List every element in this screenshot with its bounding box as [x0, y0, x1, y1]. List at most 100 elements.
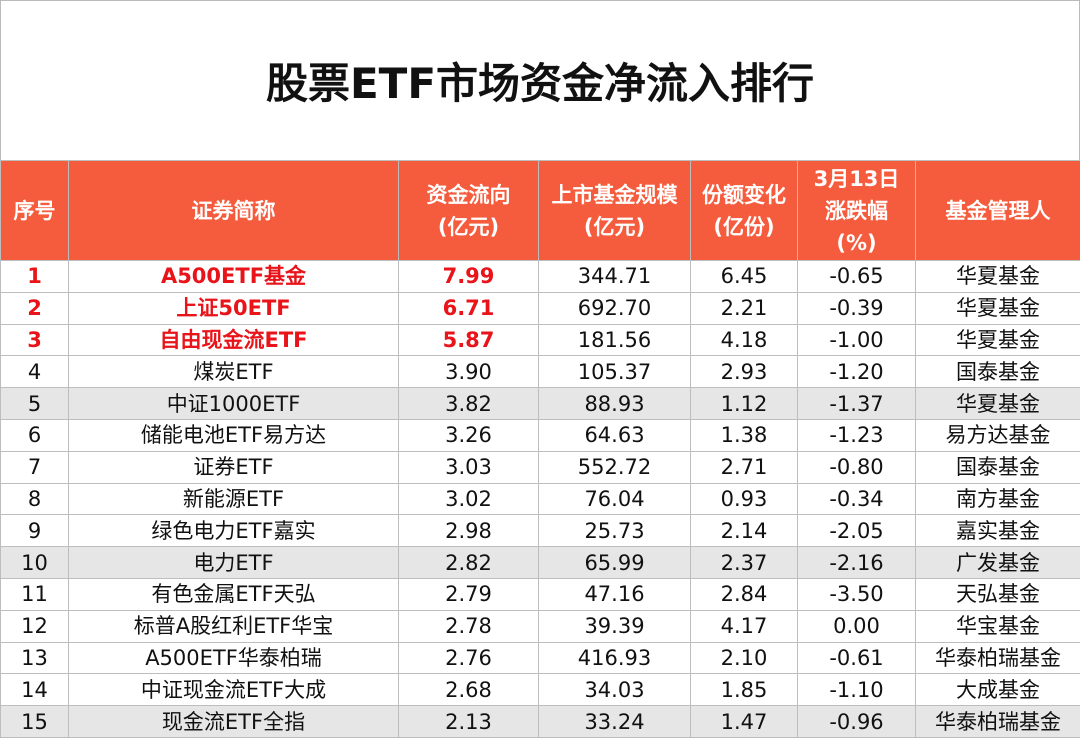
table-cell: 2 [0, 291, 69, 325]
table-cell: 2.84 [690, 577, 798, 611]
table-cell: -0.39 [797, 291, 916, 325]
table-cell: 华宝基金 [915, 609, 1080, 643]
table-cell: 储能电池ETF易方达 [68, 418, 399, 452]
table-cell: 15 [0, 705, 69, 738]
table-cell: 47.16 [538, 577, 691, 611]
table-cell: 天弘基金 [915, 577, 1080, 611]
table-cell: 76.04 [538, 482, 691, 516]
table-cell: 自由现金流ETF [68, 323, 399, 357]
table-cell: 88.93 [538, 387, 691, 420]
table-cell: 11 [0, 577, 69, 611]
table-cell: 3.03 [398, 450, 539, 484]
table-row: 3 自由现金流ETF 5.87 181.56 4.18 -1.00 华夏基金 [0, 323, 1080, 357]
table-cell: 中证1000ETF [68, 387, 399, 420]
table-row: 7 证券ETF 3.03 552.72 2.71 -0.80 国泰基金 [0, 450, 1080, 484]
table-cell: 6.71 [398, 291, 539, 325]
table-cell: 2.78 [398, 609, 539, 643]
table-cell: 7.99 [398, 260, 539, 293]
table-row: 15 现金流ETF全指 2.13 33.24 1.47 -0.96 华泰柏瑞基金 [0, 705, 1080, 738]
header-line: 序号 [13, 198, 56, 223]
table-cell: 0.00 [797, 609, 916, 643]
table-cell: -1.10 [797, 673, 916, 707]
table-row: 12 标普A股红利ETF华宝 2.78 39.39 4.17 0.00 华宝基金 [0, 609, 1080, 643]
table-cell: 华夏基金 [915, 260, 1080, 293]
table-cell: 2.37 [690, 546, 798, 579]
table-cell: 2.21 [690, 291, 798, 325]
table-cell: A500ETF基金 [68, 260, 399, 293]
table-cell: 4 [0, 355, 69, 389]
table-row: 1 A500ETF基金 7.99 344.71 6.45 -0.65 华夏基金 [0, 260, 1080, 293]
table-row: 6 储能电池ETF易方达 3.26 64.63 1.38 -1.23 易方达基金 [0, 418, 1080, 452]
table-cell: 1.12 [690, 387, 798, 420]
table-cell: 2.68 [398, 673, 539, 707]
table-cell: 1.38 [690, 418, 798, 452]
table-cell: 2.79 [398, 577, 539, 611]
header-line: 资金流向 [426, 182, 511, 207]
table-cell: -1.37 [797, 387, 916, 420]
table-cell: -2.16 [797, 546, 916, 579]
table-row: 9 绿色电力ETF嘉实 2.98 25.73 2.14 -2.05 嘉实基金 [0, 514, 1080, 548]
table-cell: 证券ETF [68, 450, 399, 484]
table-cell: 1 [0, 260, 69, 293]
table-cell: 4.17 [690, 609, 798, 643]
header-line: 份额变化 [702, 182, 786, 207]
table-cell: -1.00 [797, 323, 916, 357]
table-cell: 国泰基金 [915, 355, 1080, 389]
table-cell: 33.24 [538, 705, 691, 738]
table-cell: 国泰基金 [915, 450, 1080, 484]
table-cell: 华夏基金 [915, 387, 1080, 420]
table-cell: 华泰柏瑞基金 [915, 705, 1080, 738]
table-cell: 5.87 [398, 323, 539, 357]
table-row: 4 煤炭ETF 3.90 105.37 2.93 -1.20 国泰基金 [0, 355, 1080, 389]
table-row: 5 中证1000ETF 3.82 88.93 1.12 -1.37 华夏基金 [0, 387, 1080, 420]
table-cell: 电力ETF [68, 546, 399, 579]
table-cell: 3.90 [398, 355, 539, 389]
table-cell: 39.39 [538, 609, 691, 643]
header-cell: 证券简称 [68, 160, 399, 261]
table-cell: 1.85 [690, 673, 798, 707]
header-cell: 序号 [0, 160, 69, 261]
table-cell: 华泰柏瑞基金 [915, 641, 1080, 675]
ranking-table: 序号 证券简称 资金流向 (亿元) 上市基金规模 (亿元) 份额变化 (亿份) 3月13日 涨跌幅… [0, 160, 1080, 738]
table-cell: 2.82 [398, 546, 539, 579]
header-cell: 资金流向 (亿元) [398, 160, 539, 261]
table-cell: 3.02 [398, 482, 539, 516]
table-cell: 2.98 [398, 514, 539, 548]
table-cell: 大成基金 [915, 673, 1080, 707]
header-line: 3月13日 [813, 166, 900, 191]
table-cell: 2.10 [690, 641, 798, 675]
table-cell: 552.72 [538, 450, 691, 484]
table-cell: 8 [0, 482, 69, 516]
table-row: 14 中证现金流ETF大成 2.68 34.03 1.85 -1.10 大成基金 [0, 673, 1080, 707]
table-cell: 华夏基金 [915, 323, 1080, 357]
table-cell: 4.18 [690, 323, 798, 357]
table-row: 8 新能源ETF 3.02 76.04 0.93 -0.34 南方基金 [0, 482, 1080, 516]
table-row: 13 A500ETF华泰柏瑞 2.76 416.93 2.10 -0.61 华泰柏瑞基金 [0, 641, 1080, 675]
table-cell: 0.93 [690, 482, 798, 516]
header-line: 基金管理人 [945, 198, 1051, 223]
table-cell: 181.56 [538, 323, 691, 357]
table-cell: 9 [0, 514, 69, 548]
table-cell: 2.14 [690, 514, 798, 548]
table-cell: 3.26 [398, 418, 539, 452]
table-row: 11 有色金属ETF天弘 2.79 47.16 2.84 -3.50 天弘基金 [0, 577, 1080, 611]
table-cell: 现金流ETF全指 [68, 705, 399, 738]
table-row: 10 电力ETF 2.82 65.99 2.37 -2.16 广发基金 [0, 546, 1080, 579]
table-cell: 5 [0, 387, 69, 420]
table-cell: 嘉实基金 [915, 514, 1080, 548]
table-row: 2 上证50ETF 6.71 692.70 2.21 -0.39 华夏基金 [0, 291, 1080, 325]
table-cell: -3.50 [797, 577, 916, 611]
table-cell: -0.80 [797, 450, 916, 484]
header-line: 证券简称 [191, 198, 276, 223]
table-cell: 绿色电力ETF嘉实 [68, 514, 399, 548]
table-cell: -2.05 [797, 514, 916, 548]
table-cell: 692.70 [538, 291, 691, 325]
table-cell: -1.20 [797, 355, 916, 389]
table-cell: 105.37 [538, 355, 691, 389]
table-cell: 2.71 [690, 450, 798, 484]
table-cell: 12 [0, 609, 69, 643]
table-cell: 6.45 [690, 260, 798, 293]
table-cell: -0.34 [797, 482, 916, 516]
table-cell: 标普A股红利ETF华宝 [68, 609, 399, 643]
header-row: 序号 证券简称 资金流向 (亿元) 上市基金规模 (亿元) 份额变化 (亿份) 3月13日 涨跌幅… [0, 160, 1080, 261]
